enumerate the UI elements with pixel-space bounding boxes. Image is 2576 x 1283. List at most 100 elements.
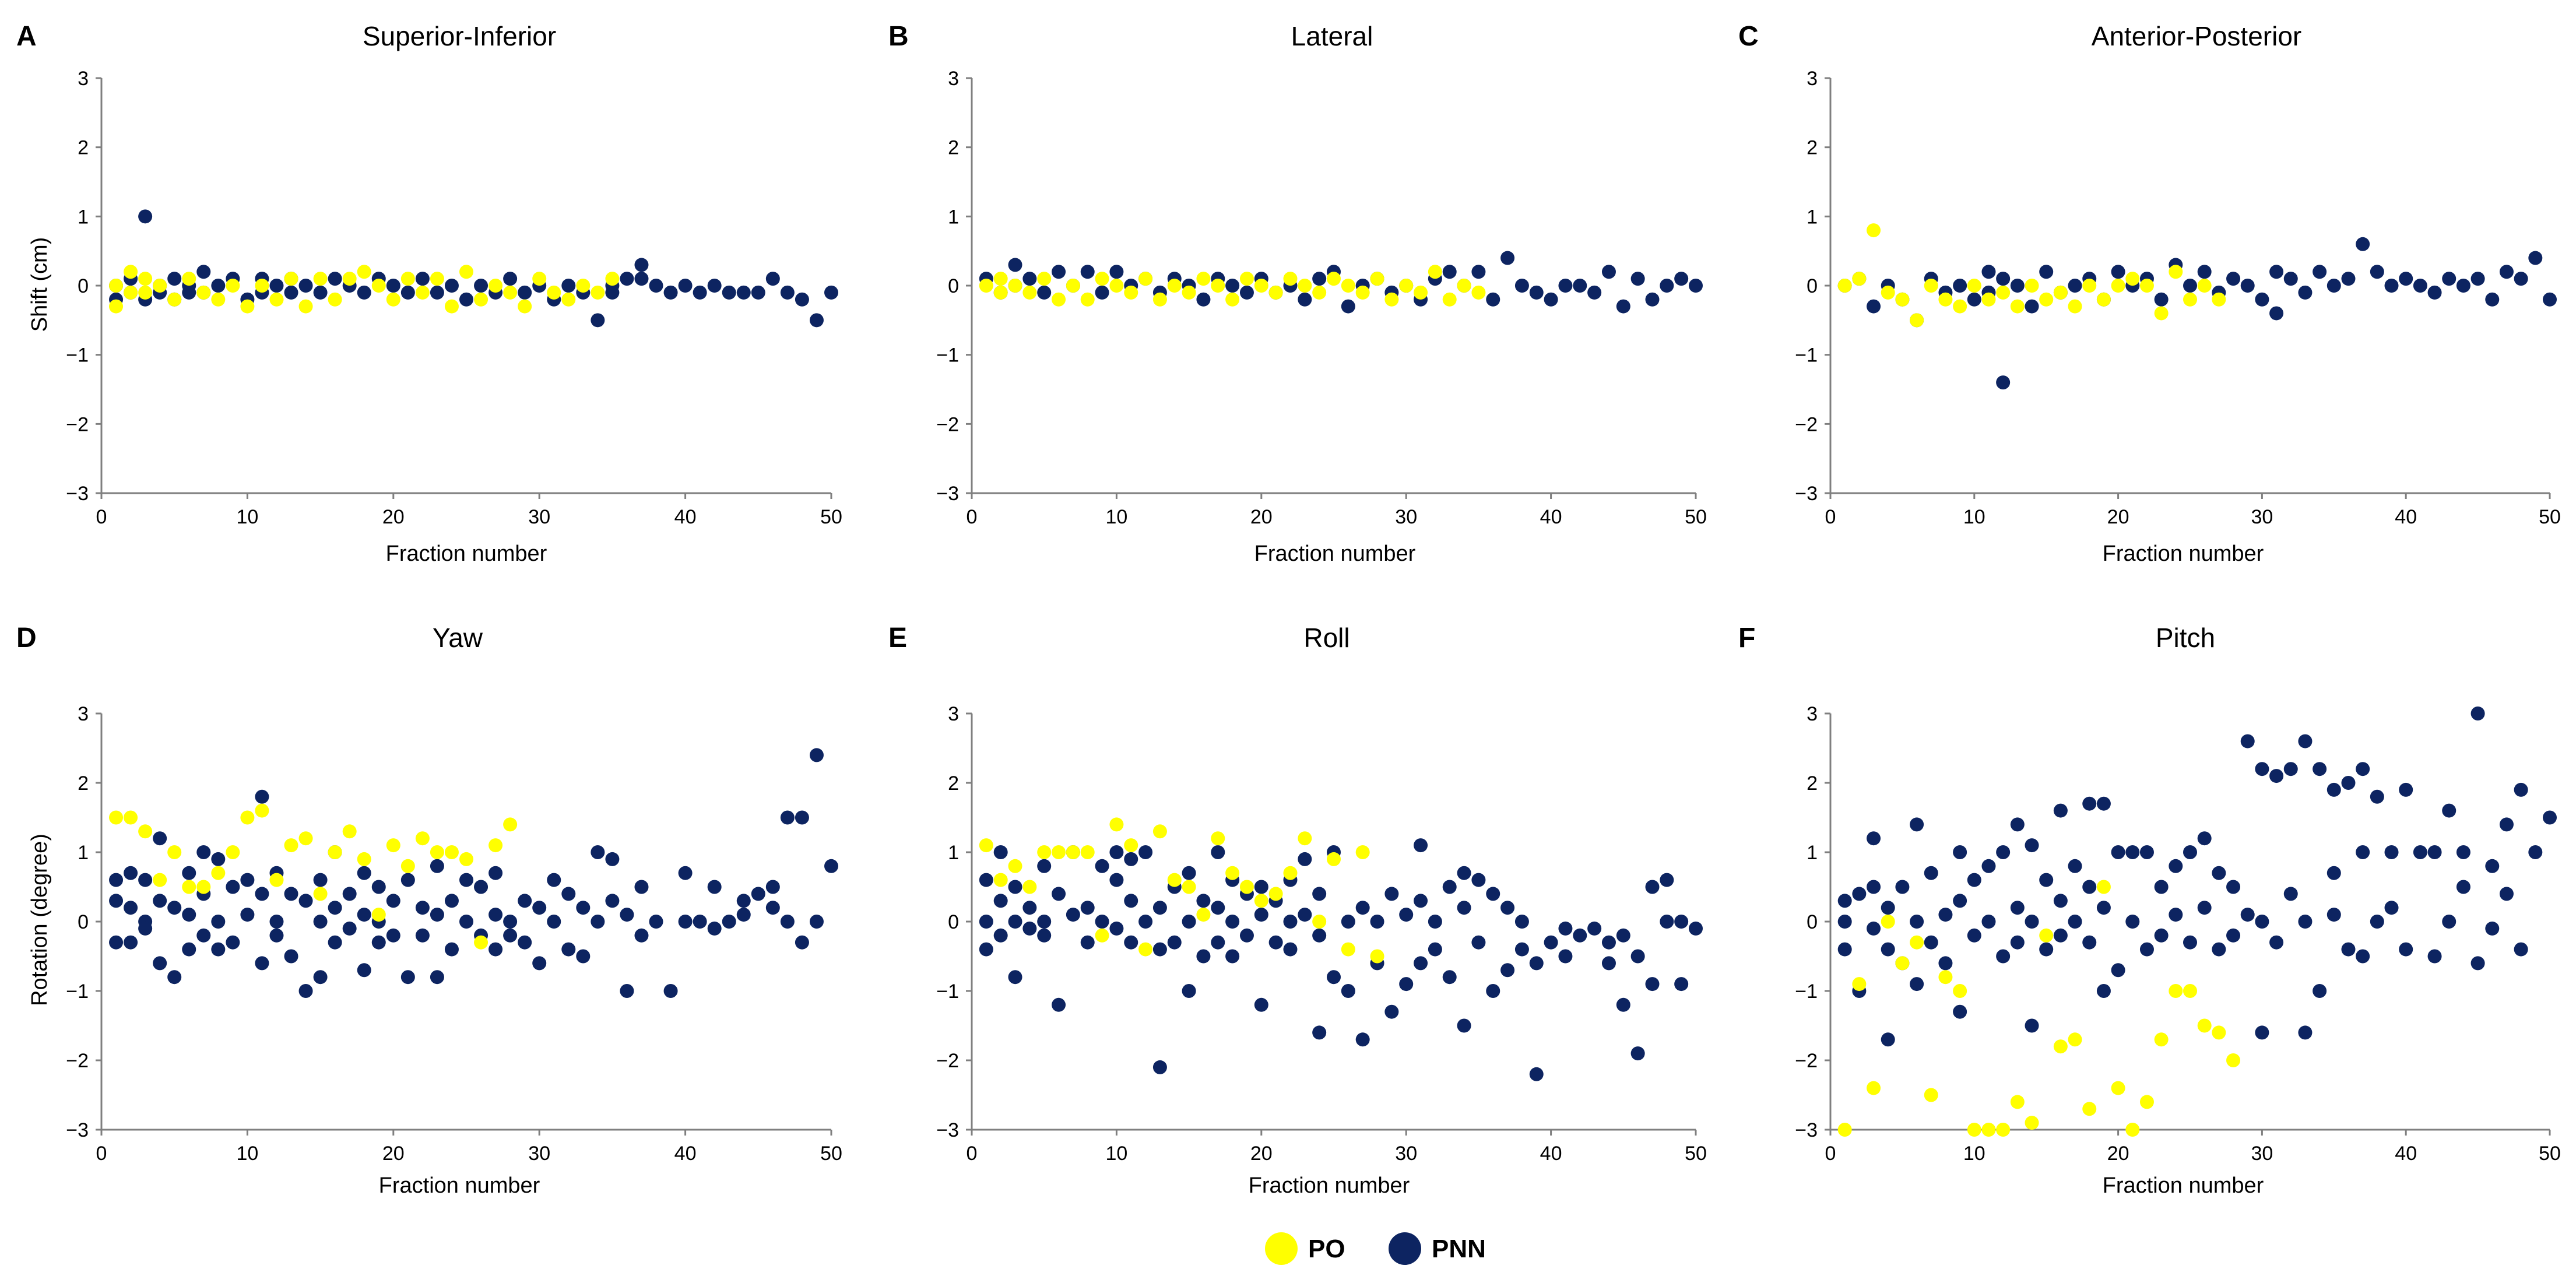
data-point-po	[386, 838, 400, 853]
data-point-pnn	[328, 901, 342, 915]
x-tick-label: 40	[1540, 1143, 1562, 1165]
data-point-pnn	[532, 956, 547, 971]
scatter-points	[979, 251, 1703, 314]
data-point-pnn	[2356, 949, 2370, 964]
data-point-pnn	[2240, 908, 2255, 922]
data-point-po	[444, 299, 459, 314]
data-point-po	[182, 272, 196, 286]
data-point-pnn	[678, 915, 693, 929]
data-point-pnn	[634, 928, 649, 943]
data-point-pnn	[2255, 762, 2269, 776]
data-point-po	[2111, 279, 2125, 293]
panel-a: A Superior-Inferior −3 −2 −1 0 1 2 3 0 10 20 30 40…	[16, 21, 842, 566]
y-axis-label: Shift (cm)	[27, 237, 52, 332]
data-point-po	[1867, 223, 1881, 238]
data-point-pnn	[1196, 894, 1211, 908]
data-point-pnn	[2456, 880, 2470, 894]
data-point-po	[415, 285, 430, 300]
data-point-pnn	[1008, 970, 1022, 985]
data-point-po	[1211, 279, 1225, 293]
data-point-pnn	[649, 915, 663, 929]
data-point-po	[1211, 831, 1225, 846]
data-point-pnn	[2010, 935, 2025, 950]
data-point-po	[196, 285, 211, 300]
data-point-pnn	[693, 915, 707, 929]
data-point-pnn	[1881, 901, 1895, 915]
data-point-pnn	[1341, 984, 1355, 998]
y-tick-label: 2	[1807, 137, 1818, 159]
data-point-pnn	[1196, 292, 1211, 307]
data-point-po	[1196, 908, 1211, 922]
data-point-pnn	[809, 313, 824, 328]
y-tick-label: 2	[1807, 772, 1818, 795]
scatter-points	[1837, 706, 2557, 1137]
data-point-pnn	[2169, 908, 2183, 922]
data-point-po	[1080, 292, 1095, 307]
data-point-po	[2197, 279, 2212, 293]
data-point-pnn	[795, 292, 809, 307]
y-tick-labels: −3 −2 −1 0 1 2 3	[66, 68, 89, 505]
data-point-pnn	[2183, 935, 2197, 950]
data-point-pnn	[1080, 265, 1095, 279]
data-point-pnn	[2327, 866, 2341, 880]
data-point-po	[1283, 272, 1298, 286]
data-point-pnn	[474, 279, 489, 293]
y-tick-label: 1	[1807, 206, 1818, 228]
y-tick-label: −2	[936, 1050, 959, 1072]
data-point-pnn	[1486, 887, 1500, 901]
data-point-pnn	[1152, 901, 1167, 915]
y-tick-label: 0	[1807, 275, 1818, 297]
data-point-pnn	[605, 852, 620, 866]
data-point-pnn	[2010, 279, 2025, 293]
x-tick-label: 10	[1105, 1143, 1127, 1165]
panel-letter: A	[16, 21, 37, 52]
y-tick-label: 2	[78, 137, 89, 159]
data-point-pnn	[2154, 292, 2169, 307]
data-point-pnn	[1254, 908, 1268, 922]
data-point-po	[474, 935, 489, 950]
data-point-po	[993, 272, 1008, 286]
data-point-pnn	[1341, 299, 1355, 314]
data-point-pnn	[547, 873, 561, 887]
data-point-pnn	[1414, 956, 1428, 971]
data-point-pnn	[1211, 845, 1225, 859]
data-point-pnn	[211, 279, 226, 293]
data-point-po	[1414, 285, 1428, 300]
data-point-po	[2096, 292, 2111, 307]
data-point-pnn	[2039, 942, 2054, 957]
data-point-pnn	[1924, 935, 1938, 950]
data-point-pnn	[2384, 901, 2399, 915]
data-point-po	[1471, 285, 1486, 300]
data-point-po	[1298, 831, 1312, 846]
data-point-pnn	[2543, 292, 2557, 307]
data-point-pnn	[1981, 859, 1996, 873]
data-point-pnn	[2269, 935, 2284, 950]
data-point-pnn	[1837, 915, 1852, 929]
data-point-pnn	[1895, 880, 1910, 894]
x-tick-label: 10	[1963, 1143, 1985, 1165]
data-point-pnn	[1660, 915, 1674, 929]
x-tick-label: 20	[382, 1143, 405, 1165]
data-point-po	[2226, 1053, 2241, 1067]
data-point-pnn	[1196, 949, 1211, 964]
data-point-po	[1341, 279, 1355, 293]
x-tick-label: 50	[1685, 506, 1707, 528]
data-point-pnn	[1312, 1025, 1327, 1040]
data-point-pnn	[459, 873, 473, 887]
data-point-pnn	[2485, 921, 2500, 936]
data-point-po	[1996, 285, 2011, 300]
data-point-po	[109, 810, 124, 825]
axes	[966, 77, 1697, 499]
data-point-pnn	[298, 984, 313, 998]
series-pnn	[109, 209, 838, 328]
data-point-pnn	[1852, 887, 1867, 901]
legend-swatch-po	[1265, 1232, 1298, 1265]
y-tick-label: 3	[78, 68, 89, 90]
legend-label-pnn: PNN	[1432, 1235, 1486, 1263]
data-point-pnn	[605, 285, 620, 300]
data-point-pnn	[182, 908, 196, 922]
data-point-pnn	[2010, 901, 2025, 915]
data-point-pnn	[1514, 279, 1529, 293]
data-point-po	[1254, 279, 1268, 293]
data-point-pnn	[1471, 873, 1486, 887]
